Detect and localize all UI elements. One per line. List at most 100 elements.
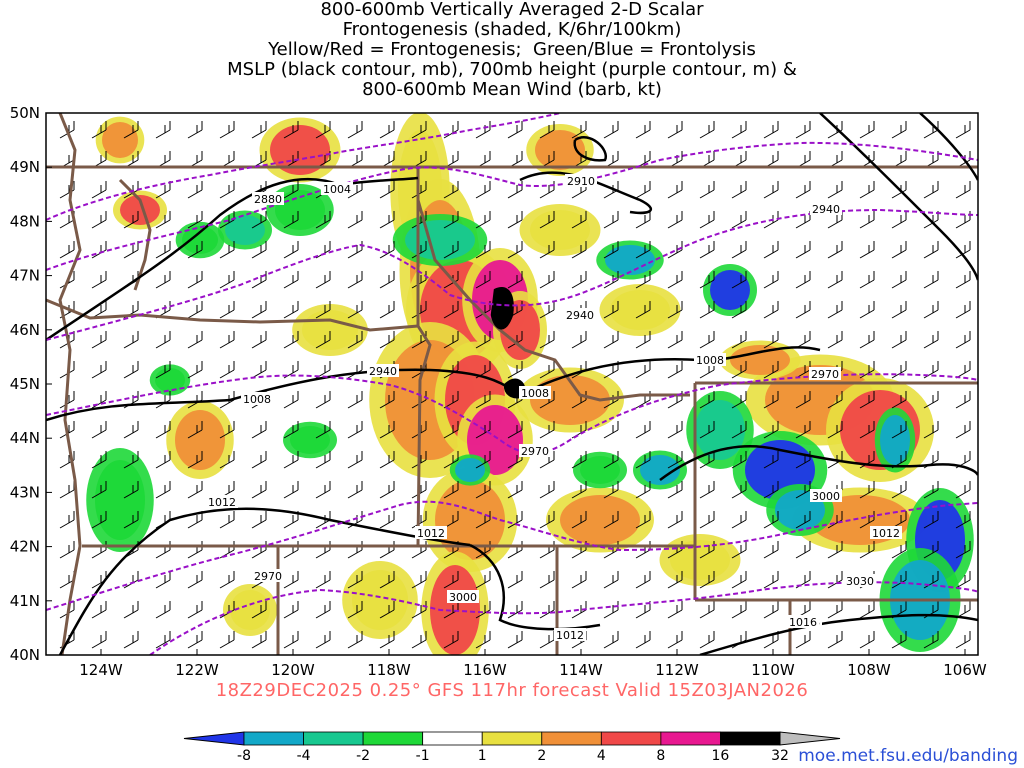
wind-barb xyxy=(443,631,459,649)
wind-barb xyxy=(123,421,139,439)
wind-barb xyxy=(635,121,651,139)
washington-oregon-border xyxy=(46,298,419,332)
wind-barb xyxy=(667,571,683,589)
wind-barb xyxy=(219,271,235,289)
wind-barb xyxy=(603,301,619,319)
wind-barb xyxy=(955,301,971,319)
wind-barb xyxy=(475,181,491,199)
wind-barb xyxy=(603,481,619,499)
wind-barb xyxy=(635,271,651,289)
wind-barb xyxy=(507,631,523,649)
wind-barb xyxy=(763,271,779,289)
wind-barb xyxy=(539,121,555,139)
height-label: 2940 xyxy=(369,365,397,378)
wind-barb xyxy=(667,271,683,289)
wind-barb xyxy=(635,361,651,379)
wind-barb xyxy=(155,421,171,439)
wind-barb xyxy=(763,601,779,619)
wind-barb xyxy=(699,181,715,199)
wind-barb xyxy=(251,601,267,619)
wind-barb xyxy=(859,361,875,379)
wind-barb xyxy=(315,271,331,289)
wind-barb xyxy=(539,271,555,289)
latitude-axis: 50N 49N 48N 47N 46N 45N 44N 43N 42N 41N 40N xyxy=(10,104,52,664)
wind-barb xyxy=(635,511,651,529)
wind-barb xyxy=(123,121,139,139)
colorbar-tick-label: -2 xyxy=(356,748,370,764)
lon-label: 108W xyxy=(847,661,891,679)
wind-barb xyxy=(251,121,267,139)
wind-barb xyxy=(155,571,171,589)
wind-barb xyxy=(283,211,299,229)
title-line-2: Frontogenesis (shaded, K/6hr/100km) xyxy=(342,19,682,40)
lon-label: 114W xyxy=(559,661,603,679)
wind-barb xyxy=(667,601,683,619)
source-url-link[interactable]: moe.met.fsu.edu/banding xyxy=(798,746,1018,766)
wind-barb xyxy=(891,541,907,559)
wind-barb xyxy=(827,241,843,259)
wind-barb xyxy=(891,481,907,499)
wind-barb xyxy=(795,271,811,289)
wind-barb xyxy=(251,481,267,499)
wind-barb xyxy=(571,451,587,469)
wind-barb xyxy=(763,481,779,499)
wind-barb xyxy=(123,331,139,349)
shade-core xyxy=(710,270,750,310)
wind-barb xyxy=(827,601,843,619)
wind-barb xyxy=(59,511,75,529)
wind-barb xyxy=(859,541,875,559)
mslp-label-bg xyxy=(241,392,273,405)
wind-barb xyxy=(443,211,459,229)
wind-barb xyxy=(187,271,203,289)
title-line-5: 800-600mb Mean Wind (barb, kt) xyxy=(362,79,662,100)
colorbar-swatch xyxy=(422,731,483,746)
wind-barb xyxy=(283,631,299,649)
wind-barb xyxy=(763,391,779,409)
wind-barb xyxy=(507,241,523,259)
lon-label: 116W xyxy=(463,661,507,679)
wind-barb xyxy=(251,631,267,649)
wind-barb xyxy=(475,391,491,409)
wind-barb xyxy=(379,391,395,409)
wind-barb xyxy=(635,301,651,319)
wind-barb xyxy=(283,481,299,499)
wind-barb xyxy=(219,631,235,649)
mslp-label: 1008 xyxy=(243,393,271,406)
wind-barb xyxy=(827,181,843,199)
colorbar-swatch xyxy=(660,731,721,746)
shade-core xyxy=(435,480,505,560)
wind-barb xyxy=(731,451,747,469)
wind-barb xyxy=(699,421,715,439)
wind-barb xyxy=(955,271,971,289)
wind-barb xyxy=(635,181,651,199)
wind-barb xyxy=(475,331,491,349)
wind-barb xyxy=(859,631,875,649)
wind-barb xyxy=(283,451,299,469)
wind-barb xyxy=(187,451,203,469)
wind-barb xyxy=(315,481,331,499)
lat-label: 43N xyxy=(10,483,40,501)
wind-barb xyxy=(699,481,715,499)
shade-core xyxy=(610,290,670,330)
forecast-valid-line: 18Z29DEC2025 0.25° GFS 117hr forecast Va… xyxy=(215,680,809,701)
wind-barb xyxy=(91,601,107,619)
colorbar-swatch xyxy=(362,731,424,746)
wind-barb xyxy=(923,361,939,379)
wind-barb xyxy=(667,121,683,139)
height-label-bg xyxy=(565,174,597,187)
shade-core xyxy=(530,210,590,250)
wind-barb xyxy=(315,631,331,649)
wind-barb xyxy=(315,571,331,589)
wind-barb xyxy=(187,241,203,259)
wind-barb xyxy=(155,271,171,289)
wind-barb xyxy=(315,121,331,139)
wind-barb xyxy=(795,541,811,559)
wind-barb xyxy=(443,481,459,499)
colorbar-swatch xyxy=(303,731,364,746)
wind-barb xyxy=(219,331,235,349)
wind-barb xyxy=(315,391,331,409)
colorbar-tick-label: -1 xyxy=(416,748,430,764)
wind-barb xyxy=(443,451,459,469)
lon-label: 112W xyxy=(655,661,699,679)
height-label-bg xyxy=(810,202,842,215)
